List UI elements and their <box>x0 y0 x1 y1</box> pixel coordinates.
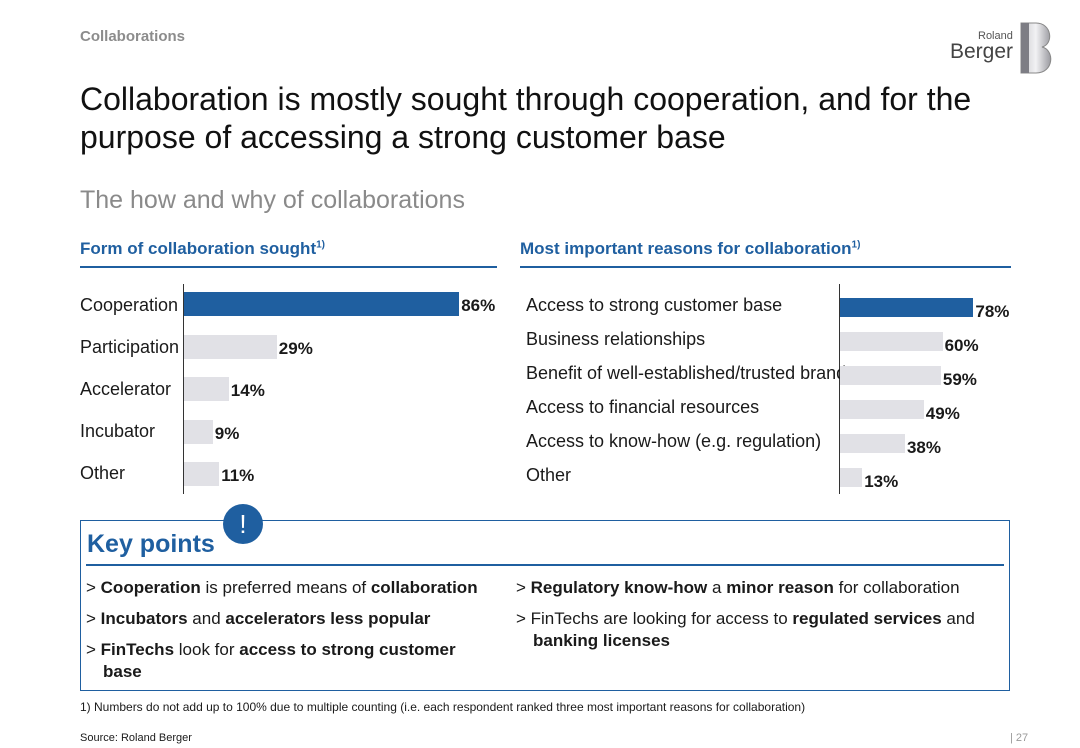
key-point-text: > <box>86 609 101 628</box>
bar <box>840 434 905 453</box>
key-point-emphasis: access to strong customer base <box>103 640 456 681</box>
key-point-item: > FinTechs look for access to strong cus… <box>86 639 496 683</box>
category-label: Accelerator <box>80 379 172 399</box>
bar <box>184 377 229 401</box>
footnote: 1) Numbers do not add up to 100% due to … <box>80 700 806 714</box>
logo-wordmark-small: Roland <box>978 30 1013 42</box>
logo-b-icon <box>1020 22 1052 74</box>
left-chart-rule <box>80 266 497 268</box>
category-label: Other <box>526 465 572 485</box>
key-point-emphasis: regulated services <box>792 609 942 628</box>
category-label: Business relationships <box>526 329 706 349</box>
bar <box>184 462 220 486</box>
category-label: Cooperation <box>80 295 179 315</box>
data-label: 13% <box>864 472 899 491</box>
key-points-left-column: > Cooperation is preferred means of coll… <box>86 577 496 692</box>
right-chart-title: Most important reasons for collaboration… <box>520 239 860 259</box>
key-point-text: and <box>187 609 226 628</box>
data-label: 29% <box>278 338 313 358</box>
category-label: Other <box>80 463 126 483</box>
key-point-text: look for <box>174 640 240 659</box>
key-points-right-column: > Regulatory know-how a minor reason for… <box>516 577 996 661</box>
key-point-emphasis: collaboration <box>370 578 478 597</box>
data-label: 49% <box>925 404 960 423</box>
bar <box>840 366 941 385</box>
exclamation-icon: ! <box>223 504 263 544</box>
data-label: 86% <box>461 296 496 315</box>
key-points-box <box>80 520 1010 691</box>
data-label: 78% <box>975 302 1010 321</box>
right-chart-title-footnote-mark: 1) <box>851 239 861 251</box>
key-point-item: > Incubators and accelerators less popul… <box>86 608 496 630</box>
key-point-text: > <box>516 578 531 597</box>
category-label: Participation <box>80 337 180 357</box>
bar <box>840 468 863 487</box>
bar <box>184 292 460 316</box>
key-point-emphasis: accelerators less popular <box>225 609 431 628</box>
key-point-text: and <box>941 609 975 628</box>
chart-axis-line <box>839 284 840 494</box>
left-chart-title: Form of collaboration sought1) <box>80 239 325 259</box>
data-label: 59% <box>942 370 977 389</box>
logo-wordmark: Berger <box>950 40 1014 63</box>
key-point-text: for collaboration <box>833 578 960 597</box>
key-point-emphasis: Cooperation <box>100 578 201 597</box>
page-subtitle: The how and why of collaborations <box>80 186 465 214</box>
key-point-emphasis: banking licenses <box>533 631 670 650</box>
key-point-item: > Cooperation is preferred means of coll… <box>86 577 496 599</box>
source-note: Source: Roland Berger <box>80 732 192 744</box>
key-point-text: > FinTechs are looking for access to <box>516 609 793 628</box>
data-label: 11% <box>221 466 255 485</box>
bar <box>840 400 924 419</box>
bar <box>840 332 943 351</box>
right-chart-title-text: Most important reasons for collaboration <box>520 239 852 258</box>
key-points-title: Key points <box>87 530 215 558</box>
data-label: 60% <box>944 336 979 355</box>
page-number-value: 27 <box>1015 732 1029 744</box>
key-point-text: > <box>86 578 101 597</box>
category-label: Incubator <box>80 421 156 441</box>
key-point-text: is preferred means of <box>200 578 371 597</box>
key-point-item: > Regulatory know-how a minor reason for… <box>516 577 996 599</box>
key-point-emphasis: Incubators <box>100 609 188 628</box>
key-point-emphasis: minor reason <box>726 578 834 597</box>
key-point-emphasis: Regulatory know-how <box>530 578 708 597</box>
key-point-text: > <box>86 640 101 659</box>
page-title: Collaboration is mostly sought through c… <box>80 81 972 155</box>
key-points-rule <box>86 564 1004 566</box>
section-label: Collaborations <box>80 28 186 45</box>
right-chart-rule <box>520 266 1011 268</box>
key-point-emphasis: FinTechs <box>100 640 175 659</box>
bar <box>184 419 213 444</box>
chart-axis-line <box>183 284 184 494</box>
left-chart-title-text: Form of collaboration sought <box>80 239 317 258</box>
bar <box>184 334 277 359</box>
data-label: 14% <box>230 381 265 400</box>
bar <box>840 298 974 317</box>
key-point-text: a <box>707 578 727 597</box>
category-label: Access to know-how (e.g. regulation) <box>526 431 822 451</box>
category-label: Benefit of well-established/trusted bran… <box>526 363 847 383</box>
page-number: | 27 <box>1010 732 1029 744</box>
category-label: Access to financial resources <box>526 397 760 417</box>
data-label: 9% <box>214 423 240 443</box>
key-point-item: > FinTechs are looking for access to reg… <box>516 608 996 652</box>
data-label: 38% <box>906 438 941 457</box>
left-chart-title-footnote-mark: 1) <box>316 239 326 251</box>
category-label: Access to strong customer base <box>526 295 783 315</box>
